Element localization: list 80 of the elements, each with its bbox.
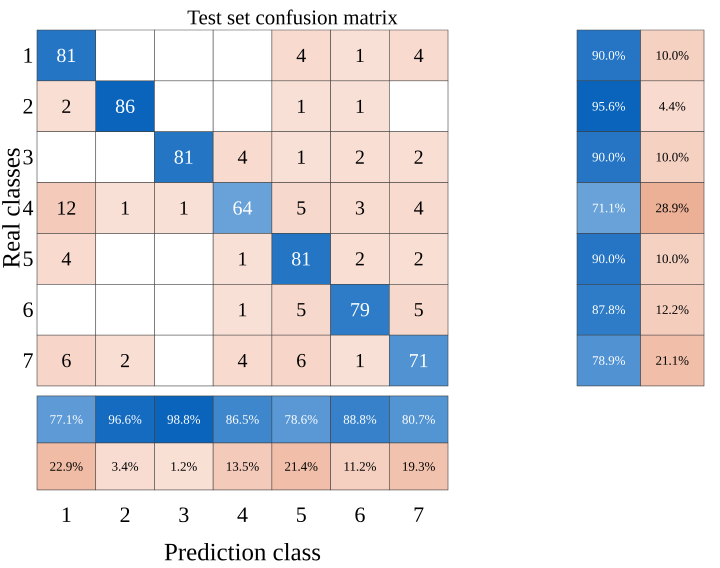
- data-label: 1: [356, 354, 364, 368]
- data-label: 6: [297, 354, 306, 368]
- data-label: 81: [292, 252, 310, 266]
- data-label: 10.0%: [656, 152, 689, 162]
- data-label: 1: [239, 303, 246, 316]
- data-label: 1: [356, 48, 364, 62]
- x-tick-label: 7: [414, 507, 424, 522]
- data-label: 12.2%: [656, 305, 689, 314]
- x-tick-label: 5: [297, 507, 306, 522]
- data-label: 1: [239, 252, 246, 266]
- data-label: 21.1%: [656, 356, 689, 365]
- x-tick-label: 1: [62, 507, 71, 522]
- data-label: 90.0%: [592, 152, 626, 162]
- data-label: 4: [62, 252, 72, 266]
- data-label: 78.9%: [592, 356, 626, 365]
- data-label: 11.2%: [344, 462, 376, 471]
- data-label: 90.0%: [592, 51, 626, 60]
- data-label: 4: [414, 201, 424, 215]
- data-label: 98.8%: [167, 415, 200, 424]
- data-label: 71: [410, 354, 428, 368]
- x-axis-title: Prediction class: [164, 542, 320, 560]
- chart-title: Test set confusion matrix: [188, 10, 398, 24]
- data-label: 4: [238, 150, 248, 164]
- data-label: 86.5%: [226, 415, 259, 424]
- y-tick-label: 5: [24, 252, 33, 266]
- data-label: 10.0%: [656, 254, 689, 264]
- data-label: 87.8%: [592, 305, 626, 314]
- y-tick-label: 7: [24, 353, 33, 368]
- y-tick-label: 4: [22, 200, 34, 216]
- data-label: 2: [414, 252, 423, 266]
- data-label: 95.6%: [592, 102, 626, 111]
- data-label: 5: [297, 303, 306, 316]
- data-label: 4: [296, 48, 306, 62]
- data-label: 1: [122, 201, 129, 215]
- data-label: 10.0%: [656, 51, 689, 60]
- data-label: 1.2%: [171, 462, 197, 471]
- data-label: 71.1%: [592, 204, 626, 212]
- data-label: 1: [298, 150, 306, 164]
- data-label: 96.6%: [108, 415, 142, 424]
- data-label: 21.4%: [285, 462, 318, 471]
- data-label: 2: [62, 100, 70, 113]
- data-label: 2: [356, 252, 364, 266]
- data-label: 5: [414, 303, 423, 316]
- data-label: 79: [351, 303, 370, 316]
- data-label: 3: [356, 201, 364, 215]
- data-label: 4: [238, 354, 248, 368]
- y-tick-label: 6: [23, 302, 33, 318]
- data-label: 2: [120, 354, 129, 368]
- x-tick-label: 6: [355, 507, 365, 522]
- data-label: 80.7%: [402, 415, 435, 424]
- x-tick-label: 3: [179, 507, 188, 522]
- data-label: 3.4%: [112, 462, 138, 471]
- data-label: 77.1%: [50, 415, 83, 424]
- data-label: 1: [356, 100, 364, 113]
- data-label: 64: [233, 201, 252, 215]
- data-label: 4.4%: [659, 102, 686, 111]
- y-axis-title: Real classes: [2, 148, 20, 268]
- data-label: 2: [356, 150, 364, 164]
- data-label: 22.9%: [50, 462, 83, 471]
- data-label: 4: [414, 48, 424, 62]
- data-label: 81: [174, 150, 193, 164]
- data-label: 12: [58, 201, 76, 215]
- y-tick-label: 1: [24, 48, 32, 63]
- data-label: 6: [62, 354, 71, 368]
- data-label: 1: [298, 100, 306, 113]
- y-tick-label: 3: [24, 150, 33, 164]
- data-label: 88.8%: [344, 415, 376, 424]
- data-label: 86: [116, 100, 134, 113]
- data-label: 13.5%: [226, 462, 259, 471]
- data-label: 28.9%: [656, 204, 689, 212]
- data-label: 19.3%: [403, 462, 435, 471]
- y-tick-label: 2: [24, 99, 32, 114]
- data-label: 90.0%: [592, 254, 626, 264]
- data-label: 78.6%: [285, 415, 318, 424]
- x-tick-label: 2: [120, 507, 130, 522]
- data-label: 2: [414, 150, 423, 164]
- data-label: 5: [297, 201, 306, 215]
- data-label: 81: [57, 48, 76, 62]
- data-label: 1: [180, 201, 188, 215]
- x-tick-label: 4: [237, 507, 248, 522]
